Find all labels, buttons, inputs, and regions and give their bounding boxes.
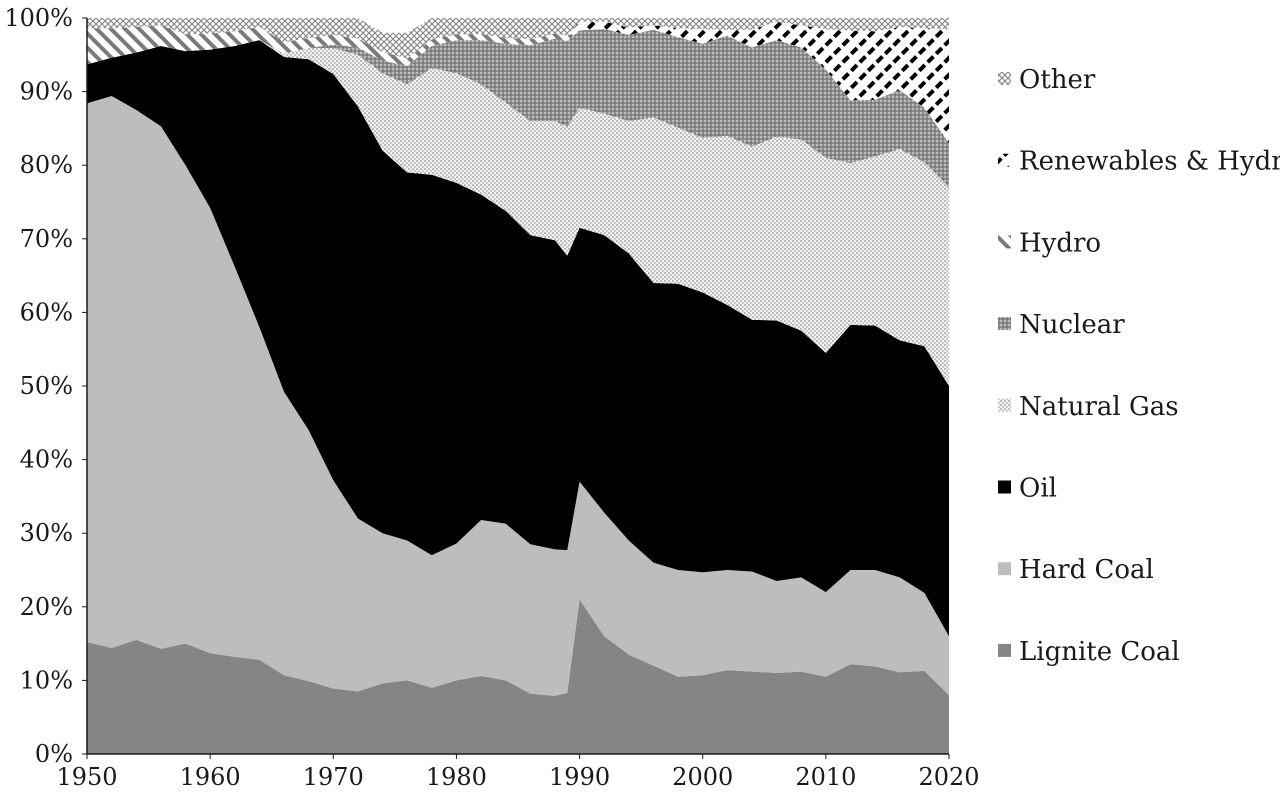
legend-label: Hard Coal bbox=[1019, 555, 1154, 585]
x-tick-label: 1950 bbox=[56, 763, 117, 791]
legend-item-hard-coal: Hard Coal bbox=[998, 555, 1154, 585]
legend-item-other: Other bbox=[998, 65, 1096, 95]
x-tick-label: 1980 bbox=[426, 763, 487, 791]
legend-item-lignite-coal: Lignite Coal bbox=[998, 637, 1180, 667]
area-oil bbox=[87, 40, 949, 637]
legend-swatch bbox=[998, 235, 1011, 249]
y-tick-label: 100% bbox=[4, 4, 73, 32]
area-other bbox=[87, 18, 949, 59]
legend-item-renewables-and-hydro: Renewables & Hydro bbox=[998, 147, 1280, 177]
y-tick-label: 0% bbox=[35, 740, 73, 768]
y-tick-label: 20% bbox=[20, 593, 73, 621]
legend-label: Hydro bbox=[1019, 228, 1101, 258]
x-tick-label: 1960 bbox=[180, 763, 241, 791]
legend-swatch bbox=[998, 72, 1011, 85]
x-tick-label: 2000 bbox=[672, 763, 733, 791]
legend-swatch bbox=[998, 643, 1011, 657]
y-tick-label: 30% bbox=[20, 519, 73, 547]
area-hard-coal bbox=[87, 96, 949, 696]
y-tick-label: 80% bbox=[20, 151, 73, 179]
y-tick-label: 60% bbox=[20, 298, 73, 326]
legend-label: Other bbox=[1019, 65, 1096, 95]
legend-item-natural-gas: Natural Gas bbox=[998, 392, 1179, 422]
legend-swatch bbox=[998, 317, 1011, 331]
x-tick-label: 2020 bbox=[918, 763, 979, 791]
area-natural-gas bbox=[87, 40, 949, 386]
legend-label: Lignite Coal bbox=[1019, 637, 1180, 667]
legend-label: Natural Gas bbox=[1019, 392, 1179, 422]
areas-layer bbox=[87, 18, 949, 754]
y-tick-label: 50% bbox=[20, 372, 73, 400]
legend-label: Nuclear bbox=[1019, 310, 1125, 340]
y-tick-label: 10% bbox=[20, 666, 73, 694]
x-tick-label: 1970 bbox=[303, 763, 364, 791]
legend-swatch bbox=[998, 562, 1011, 576]
y-tick-label: 40% bbox=[20, 446, 73, 474]
legend-item-hydro: Hydro bbox=[998, 228, 1101, 258]
x-tick-label: 1990 bbox=[549, 763, 610, 791]
legend-item-oil: Oil bbox=[998, 474, 1057, 504]
axes-layer: 0% 10% 20% 30% 40% 50% 60% 70% 80% 90% 100% 1950 196… bbox=[4, 4, 979, 791]
y-tick-label: 70% bbox=[20, 225, 73, 253]
legend-swatch bbox=[998, 480, 1011, 494]
x-tick-label: 2010 bbox=[795, 763, 856, 791]
legend-swatch bbox=[998, 398, 1011, 412]
area-renewables-and-hydro bbox=[87, 21, 949, 144]
legend-label: Oil bbox=[1019, 474, 1057, 504]
legend-label: Renewables & Hydro bbox=[1019, 147, 1280, 177]
area-nuclear bbox=[87, 29, 949, 188]
legend: Other Renewables & Hydro Hydro Nuclear Natur… bbox=[998, 65, 1280, 667]
area-lignite-coal bbox=[87, 599, 949, 754]
legend-swatch bbox=[998, 153, 1011, 167]
y-tick-label: 90% bbox=[20, 78, 73, 106]
legend-item-nuclear: Nuclear bbox=[998, 310, 1125, 340]
area-hydro bbox=[87, 25, 949, 144]
